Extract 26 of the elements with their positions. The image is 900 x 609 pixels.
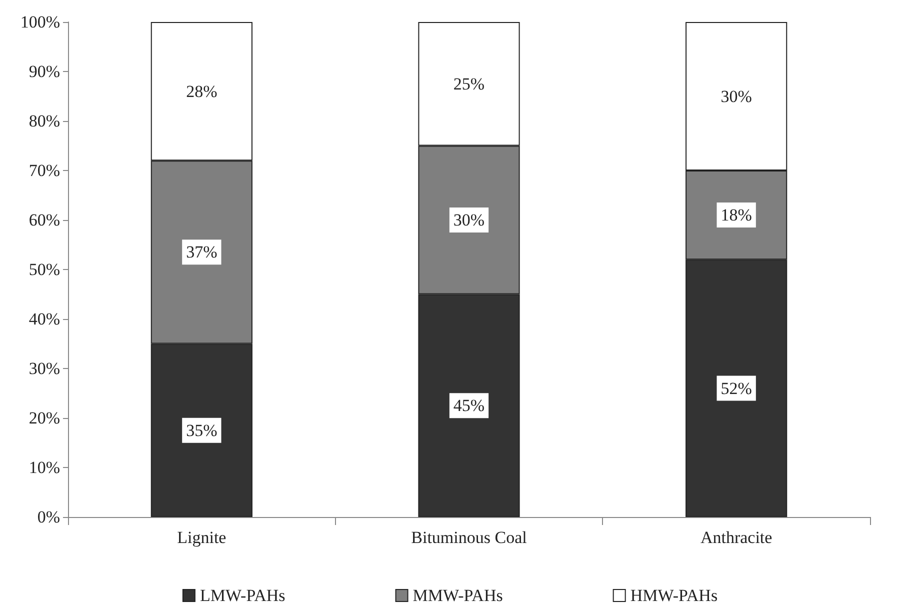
legend-label: HMW-PAHs	[630, 586, 718, 605]
y-tick-label: 60%	[28, 210, 60, 230]
data-label: 25%	[453, 74, 485, 94]
y-tick-label: 0%	[37, 508, 60, 526]
y-tick-label: 20%	[28, 408, 60, 428]
data-label: 37%	[186, 242, 218, 262]
data-label: 45%	[453, 396, 485, 416]
y-tick-label: 30%	[28, 359, 60, 378]
data-label: 52%	[720, 378, 752, 398]
y-tick-label: 100%	[20, 12, 60, 32]
x-tick-label: Lignite	[177, 528, 226, 547]
y-tick-label: 10%	[28, 458, 60, 477]
x-tick-label: Bituminous Coal	[411, 528, 528, 547]
y-tick-label: 50%	[28, 260, 60, 279]
data-label: 30%	[453, 210, 485, 230]
x-tick-label: Anthracite	[700, 528, 772, 547]
data-label: 35%	[186, 420, 218, 440]
legend-label: MMW-PAHs	[412, 586, 503, 605]
y-tick-label: 70%	[28, 161, 60, 180]
y-tick-label: 80%	[28, 112, 60, 130]
data-label: 30%	[720, 86, 752, 106]
y-tick-label: 90%	[28, 62, 60, 81]
y-tick-label: 40%	[28, 310, 60, 328]
data-label: 28%	[186, 82, 218, 101]
legend-label: LMW-PAHs	[200, 586, 286, 605]
data-label: 18%	[720, 206, 752, 225]
